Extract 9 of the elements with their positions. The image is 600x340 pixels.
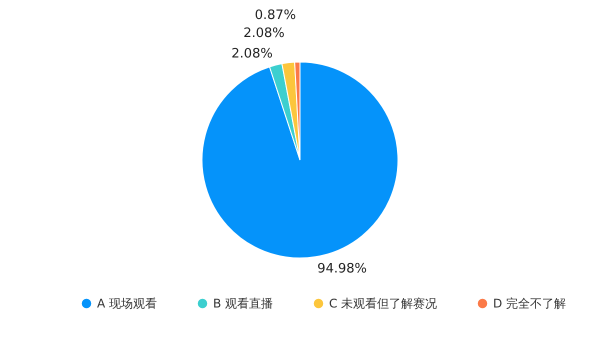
data-label: 0.87% [254, 8, 296, 24]
data-label: 2.08% [243, 26, 285, 41]
legend-label: B 观看直播 [213, 296, 274, 311]
legend-label: C 未观看但了解赛况 [329, 296, 438, 311]
legend-label: D 完全不了解 [493, 296, 566, 311]
pie-slice [202, 62, 398, 258]
data-label: 94.98% [317, 262, 367, 277]
data-label: 2.08% [231, 46, 273, 62]
legend-label: A 现场观看 [97, 296, 158, 311]
